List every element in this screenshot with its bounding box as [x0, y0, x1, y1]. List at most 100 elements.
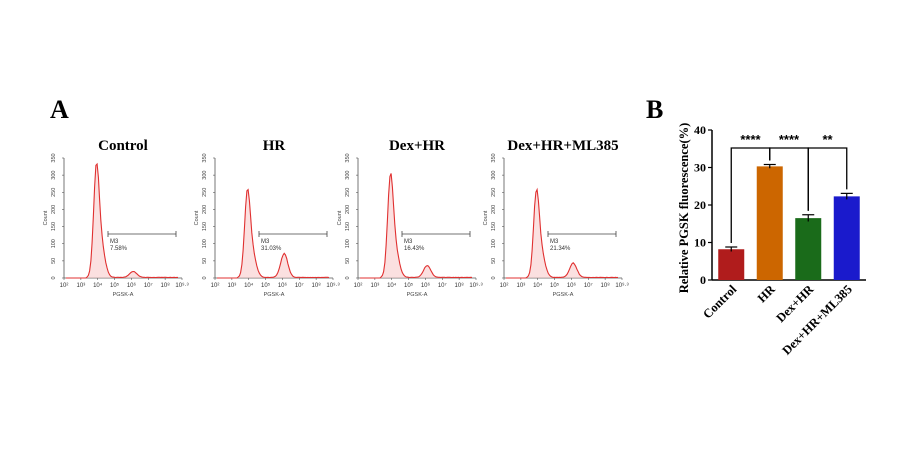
- bar-category-label: Control: [700, 282, 740, 322]
- y-tick-label: 200: [202, 205, 208, 214]
- x-tick-label: 10³: [77, 283, 86, 289]
- x-tick-label: 10²: [60, 283, 69, 289]
- gate-percent: 7.58%: [110, 246, 128, 252]
- bar-y-tick-label: 10: [694, 236, 706, 250]
- y-tick-label: 100: [491, 239, 497, 248]
- significance-label: ****: [740, 132, 761, 147]
- histogram-title: Control: [98, 138, 148, 154]
- x-tick-label: 10⁹·³: [615, 282, 628, 289]
- y-tick-label: 350: [491, 153, 497, 162]
- x-tick-label: 10³: [228, 283, 237, 289]
- histogram-fill: [360, 173, 472, 278]
- bar-dex-hr: [795, 218, 822, 280]
- gate-name: M3: [404, 239, 413, 245]
- y-tick-label: 150: [491, 222, 497, 231]
- y-tick-label: 50: [491, 258, 497, 264]
- x-tick-label: 10⁸: [601, 282, 611, 289]
- y-tick-label: 150: [202, 222, 208, 231]
- gate-percent: 16.43%: [404, 246, 425, 252]
- y-tick-label: 150: [345, 222, 351, 231]
- y-tick-label: 350: [202, 153, 208, 162]
- x-tick-label: 10⁶: [127, 282, 137, 289]
- histogram-2: HR 0 50 100 150 200 250 300 350 Count 10² 10³ 10⁴ 10⁵…: [194, 138, 340, 298]
- y-tick-label: 0: [51, 276, 57, 279]
- y-tick-label: 350: [51, 153, 57, 162]
- gate-name: M3: [110, 239, 119, 245]
- y-tick-label: 200: [51, 205, 57, 214]
- y-axis-label: Count: [194, 210, 200, 225]
- bar-y-tick-label: 30: [694, 161, 706, 175]
- histogram-fill: [506, 189, 618, 278]
- histogram-curve: [217, 188, 330, 279]
- x-tick-label: 10⁶: [278, 282, 288, 289]
- histogram-1: Control 0 50 100 150 200 250 300 350 Count 10² 10³ 1…: [43, 138, 189, 298]
- y-tick-label: 150: [51, 222, 57, 231]
- significance-label: **: [822, 132, 833, 147]
- histogram-fill: [66, 164, 178, 278]
- bar-y-tick-label: 0: [700, 273, 706, 287]
- y-axis-label: Count: [337, 210, 343, 225]
- panel-label-a: A: [50, 95, 69, 124]
- x-tick-label: 10⁴: [533, 282, 543, 289]
- x-tick-label: 10⁸: [312, 282, 322, 289]
- x-tick-label: 10⁷: [438, 282, 447, 289]
- y-tick-label: 300: [491, 171, 497, 180]
- y-tick-label: 100: [345, 239, 351, 248]
- gate-percent: 21.34%: [550, 246, 571, 252]
- x-tick-label: 10⁸: [161, 282, 171, 289]
- bar-hr: [756, 166, 783, 280]
- y-tick-label: 250: [51, 188, 57, 197]
- y-axis-label: Count: [43, 210, 49, 225]
- significance-label: ****: [779, 132, 800, 147]
- x-tick-label: 10⁹·³: [175, 282, 188, 289]
- bar-y-tick-label: 40: [694, 123, 706, 137]
- histogram-3: Dex+HR 0 50 100 150 200 250 300 350 Count 10² 10³ 10…: [337, 138, 483, 298]
- x-tick-label: 10⁵: [110, 282, 120, 289]
- y-tick-label: 0: [345, 276, 351, 279]
- x-tick-label: 10⁸: [455, 282, 465, 289]
- histogram-title: Dex+HR+ML385: [507, 138, 618, 154]
- x-axis-label: PGSK-A: [113, 292, 134, 298]
- bar-dex-hr-ml385: [833, 196, 860, 280]
- y-tick-label: 250: [202, 188, 208, 197]
- y-tick-label: 200: [491, 205, 497, 214]
- x-tick-label: 10⁷: [144, 282, 153, 289]
- y-tick-label: 100: [51, 239, 57, 248]
- histogram-4: Dex+HR+ML385 0 50 100 150 200 250 300 350 Count 10…: [483, 138, 629, 298]
- y-tick-label: 300: [202, 171, 208, 180]
- histogram-curve: [360, 173, 473, 279]
- x-tick-label: 10⁴: [244, 282, 254, 289]
- x-tick-label: 10²: [211, 283, 220, 289]
- x-tick-label: 10⁵: [261, 282, 271, 289]
- bar-category-label: Dex+HR+ML385: [779, 282, 854, 357]
- histogram-title: HR: [263, 138, 286, 154]
- gate-percent: 31.03%: [261, 246, 282, 252]
- y-tick-label: 300: [51, 171, 57, 180]
- gate-name: M3: [550, 239, 559, 245]
- x-tick-label: 10⁵: [550, 282, 560, 289]
- x-tick-label: 10⁶: [421, 282, 431, 289]
- x-tick-label: 10³: [371, 283, 380, 289]
- panel-label-b: B: [646, 95, 663, 124]
- x-tick-label: 10²: [500, 283, 509, 289]
- x-tick-label: 10⁹·³: [469, 282, 482, 289]
- y-tick-label: 250: [345, 188, 351, 197]
- histogram-curve: [66, 162, 178, 279]
- x-tick-label: 10⁹·³: [326, 282, 339, 289]
- y-tick-label: 50: [202, 258, 208, 264]
- y-tick-label: 50: [51, 258, 57, 264]
- gate-name: M3: [261, 239, 270, 245]
- bar-y-axis-label: Relative PGSK fluorescence(%): [677, 123, 691, 294]
- x-tick-label: 10⁴: [93, 282, 103, 289]
- x-axis-label: PGSK-A: [407, 292, 428, 298]
- histogram-title: Dex+HR: [389, 138, 445, 154]
- x-tick-label: 10⁵: [404, 282, 414, 289]
- x-tick-label: 10²: [354, 283, 363, 289]
- y-tick-label: 100: [202, 239, 208, 248]
- y-tick-label: 300: [345, 171, 351, 180]
- x-tick-label: 10⁶: [567, 282, 577, 289]
- x-tick-label: 10⁷: [295, 282, 304, 289]
- y-tick-label: 0: [202, 276, 208, 279]
- significance-bracket: [807, 147, 848, 211]
- x-tick-label: 10³: [517, 283, 526, 289]
